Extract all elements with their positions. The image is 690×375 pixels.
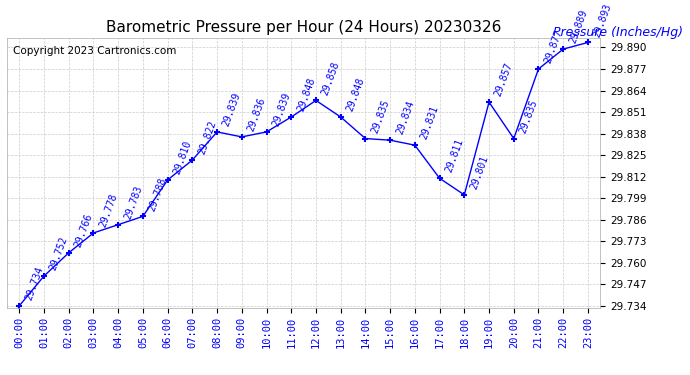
Text: 29.810: 29.810 xyxy=(172,139,193,176)
Text: 29.836: 29.836 xyxy=(246,96,268,133)
Text: 29.734: 29.734 xyxy=(23,265,45,302)
Text: 29.848: 29.848 xyxy=(345,76,366,113)
Text: 29.839: 29.839 xyxy=(221,91,243,128)
Text: 29.835: 29.835 xyxy=(518,98,540,134)
Text: Copyright 2023 Cartronics.com: Copyright 2023 Cartronics.com xyxy=(13,46,176,56)
Text: 29.848: 29.848 xyxy=(295,76,317,113)
Title: Barometric Pressure per Hour (24 Hours) 20230326: Barometric Pressure per Hour (24 Hours) … xyxy=(106,20,502,35)
Text: 29.835: 29.835 xyxy=(370,98,391,134)
Text: 29.831: 29.831 xyxy=(419,105,440,141)
Text: 29.893: 29.893 xyxy=(592,2,613,38)
Text: 29.788: 29.788 xyxy=(147,176,168,212)
Text: 29.858: 29.858 xyxy=(320,60,342,96)
Text: Pressure (Inches/Hg): Pressure (Inches/Hg) xyxy=(553,26,683,39)
Text: 29.801: 29.801 xyxy=(469,154,490,191)
Text: 29.877: 29.877 xyxy=(542,28,564,65)
Text: 29.889: 29.889 xyxy=(567,8,589,45)
Text: 29.766: 29.766 xyxy=(73,212,95,249)
Text: 29.834: 29.834 xyxy=(394,99,416,136)
Text: 29.783: 29.783 xyxy=(122,184,144,220)
Text: 29.811: 29.811 xyxy=(444,138,465,174)
Text: 29.822: 29.822 xyxy=(197,119,218,156)
Text: 29.857: 29.857 xyxy=(493,62,515,98)
Text: 29.752: 29.752 xyxy=(48,236,70,272)
Text: 29.839: 29.839 xyxy=(270,91,292,128)
Text: 29.778: 29.778 xyxy=(97,192,119,229)
